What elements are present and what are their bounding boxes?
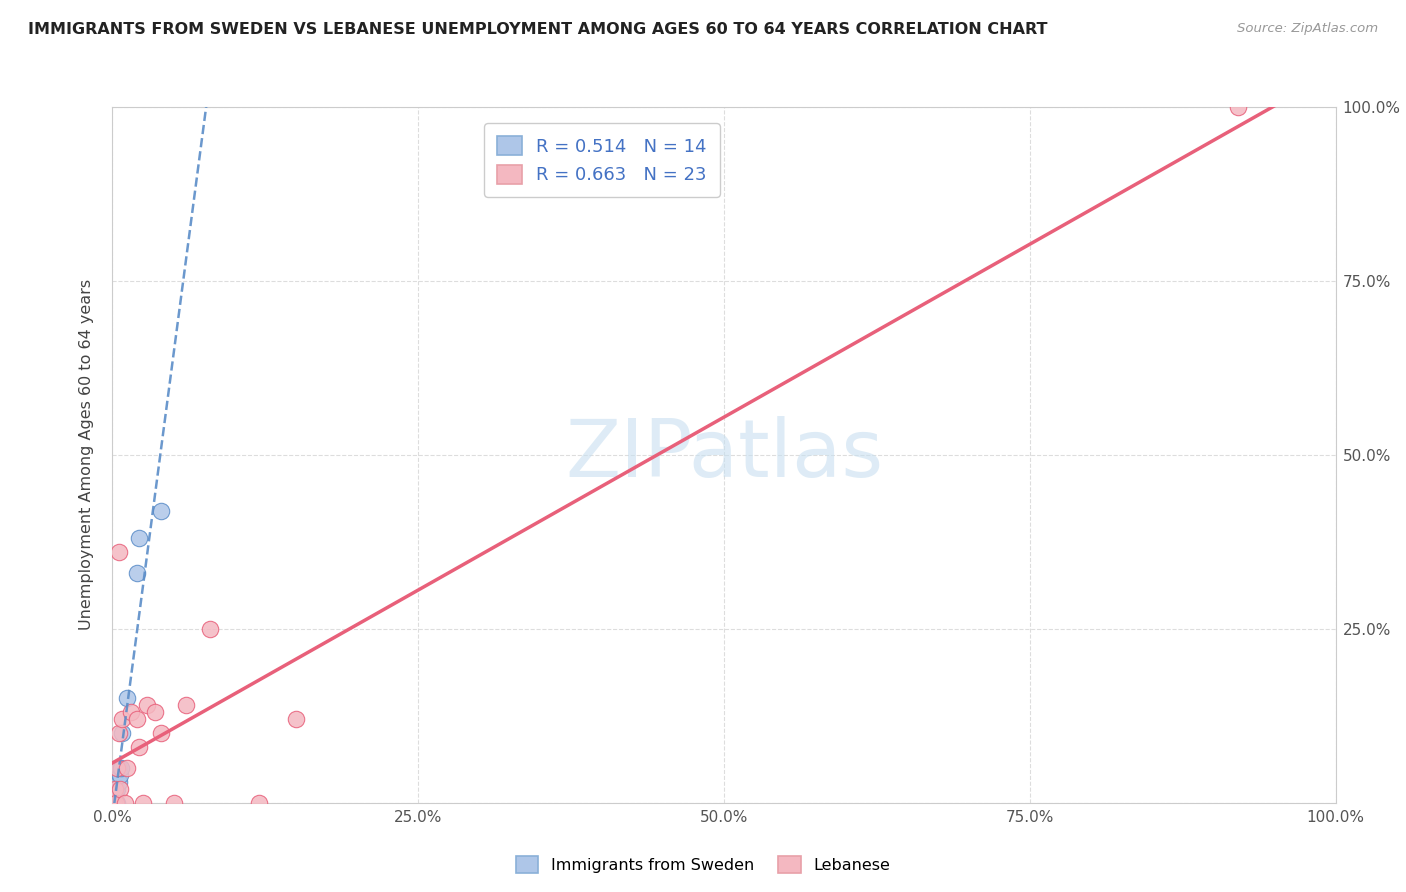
Point — [105, 761, 128, 775]
Point — [114, 796, 136, 810]
Point — [115, 761, 138, 775]
Point — [105, 781, 128, 796]
Point — [132, 796, 155, 810]
Point — [107, 775, 129, 789]
Point — [125, 712, 148, 726]
Point — [200, 622, 222, 636]
Point — [105, 796, 128, 810]
Point — [150, 726, 173, 740]
Point — [110, 761, 132, 775]
Point — [111, 726, 134, 740]
Point — [163, 796, 186, 810]
Point — [107, 545, 129, 559]
Point — [105, 796, 128, 810]
Point — [135, 698, 157, 713]
Point — [107, 726, 129, 740]
Point — [1226, 100, 1249, 114]
Point — [105, 796, 128, 810]
Point — [128, 532, 150, 546]
Point — [174, 698, 197, 713]
Point — [108, 768, 131, 782]
Y-axis label: Unemployment Among Ages 60 to 64 years: Unemployment Among Ages 60 to 64 years — [79, 279, 94, 631]
Point — [150, 503, 173, 517]
Text: ZIPatlas: ZIPatlas — [565, 416, 883, 494]
Point — [247, 796, 270, 810]
Point — [284, 712, 308, 726]
Legend: Immigrants from Sweden, Lebanese: Immigrants from Sweden, Lebanese — [509, 849, 897, 880]
Point — [128, 740, 150, 755]
Point — [111, 712, 134, 726]
Point — [107, 761, 129, 775]
Point — [143, 706, 166, 720]
Point — [103, 796, 125, 810]
Point — [105, 781, 128, 796]
Text: IMMIGRANTS FROM SWEDEN VS LEBANESE UNEMPLOYMENT AMONG AGES 60 TO 64 YEARS CORREL: IMMIGRANTS FROM SWEDEN VS LEBANESE UNEMP… — [28, 22, 1047, 37]
Legend: R = 0.514   N = 14, R = 0.663   N = 23: R = 0.514 N = 14, R = 0.663 N = 23 — [484, 123, 720, 197]
Point — [120, 706, 142, 720]
Point — [115, 691, 138, 706]
Point — [108, 781, 131, 796]
Point — [104, 796, 127, 810]
Point — [125, 566, 148, 581]
Point — [104, 781, 127, 796]
Text: Source: ZipAtlas.com: Source: ZipAtlas.com — [1237, 22, 1378, 36]
